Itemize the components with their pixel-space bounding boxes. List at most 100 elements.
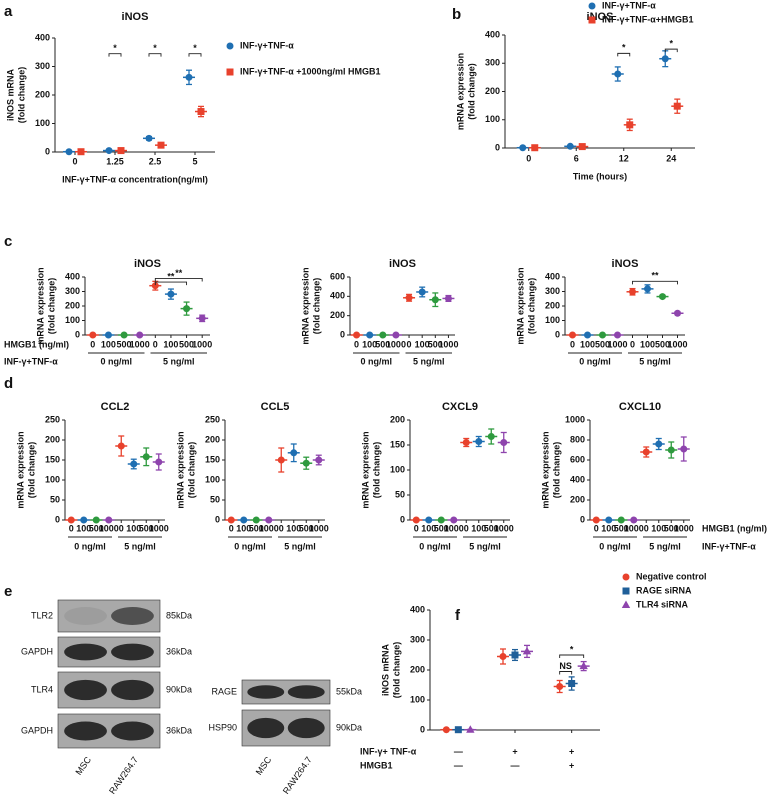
x-tick-label: 0 <box>229 523 234 533</box>
data-point <box>151 282 159 290</box>
y-axis-label: (fold change) <box>311 278 321 335</box>
x-tick-label: 100 <box>651 523 666 533</box>
y-tick-label: 200 <box>485 86 500 96</box>
y-tick-label: 200 <box>45 434 60 444</box>
group-label: 0 ng/ml <box>74 541 106 551</box>
data-point <box>556 683 564 690</box>
data-point <box>277 456 285 464</box>
blot-band <box>64 721 107 741</box>
blot-band <box>111 721 154 741</box>
data-point <box>315 456 323 464</box>
data-point <box>642 448 650 456</box>
y-axis-label: (fold change) <box>371 442 381 499</box>
data-point <box>80 516 88 524</box>
chart-title: CCL5 <box>261 401 290 413</box>
x-tick-label: 500 <box>484 523 499 533</box>
data-point <box>197 108 205 116</box>
y-tick-label: 150 <box>205 454 220 464</box>
data-point <box>77 148 85 156</box>
x-tick-label: 500 <box>434 523 449 533</box>
x-tick-label: 0 <box>69 523 74 533</box>
panel-letter: c <box>4 233 12 250</box>
x-tick-label: 1000 <box>99 523 119 533</box>
significance-label: * <box>570 644 574 654</box>
y-tick-label: 150 <box>390 439 405 449</box>
data-point <box>379 331 387 339</box>
y-axis-label: (fold change) <box>26 442 36 499</box>
significance-bracket <box>148 53 162 57</box>
y-tick-label: 200 <box>390 414 405 424</box>
x-tick-label: 1000 <box>607 339 627 349</box>
x-axis-label: INF-γ+TNF-α concentration(ng/ml) <box>62 174 208 184</box>
data-point <box>444 294 452 302</box>
data-point <box>437 516 445 524</box>
data-point <box>500 439 508 446</box>
data-point <box>661 55 669 63</box>
y-tick-label: 0 <box>580 514 585 524</box>
x-tick-label: 500 <box>249 523 264 533</box>
y-axis-label: mRNA expression <box>15 431 25 508</box>
y-tick-label: 100 <box>485 114 500 124</box>
y-tick-label: 250 <box>205 414 220 424</box>
data-point <box>155 458 163 466</box>
blot-label: GAPDH <box>21 646 53 656</box>
lane-label: MSC <box>254 754 274 777</box>
group-label: 5 ng/ml <box>163 356 195 366</box>
x-tick-label: 500 <box>89 523 104 533</box>
legend-marker <box>588 16 596 24</box>
y-tick-label: 300 <box>410 634 425 644</box>
significance-bracket <box>617 52 631 57</box>
data-point <box>566 142 574 150</box>
data-point <box>183 305 191 313</box>
blot-label: GAPDH <box>21 725 53 735</box>
x-tick-label: 6 <box>574 153 579 163</box>
blot-size: 36kDa <box>166 646 192 656</box>
lane-label: RAW264.7 <box>107 755 140 796</box>
y-tick-label: 400 <box>65 271 80 281</box>
y-tick-label: 400 <box>485 29 500 39</box>
group-label: 0 ng/ml <box>360 356 392 366</box>
y-axis-label: iNOS mRNA <box>5 69 15 122</box>
panel-letter: b <box>452 6 461 23</box>
y-tick-label: 0 <box>555 329 560 339</box>
group-label: 0 ng/ml <box>579 356 611 366</box>
data-point <box>599 331 606 339</box>
data-point <box>626 121 634 129</box>
chart-title: iNOS <box>134 258 161 270</box>
data-point <box>655 440 663 448</box>
x-tick-label: 500 <box>139 523 154 533</box>
data-point <box>92 516 100 524</box>
y-tick-label: 200 <box>330 310 345 320</box>
y-tick-label: 0 <box>340 329 345 339</box>
data-point <box>630 516 638 524</box>
data-point <box>105 147 113 155</box>
y-axis-label: (fold change) <box>46 278 56 335</box>
blot-label: RAGE <box>211 686 237 696</box>
x-tick-label: 0 <box>464 523 469 533</box>
data-point <box>157 141 165 149</box>
significance-label: NS <box>559 661 572 671</box>
data-point <box>454 726 462 734</box>
blot-band <box>111 679 154 701</box>
row-label: HMGB1 (ng/ml) <box>702 523 767 533</box>
x-tick-label: + <box>512 746 517 756</box>
y-tick-label: 300 <box>35 61 50 71</box>
chart-title: iNOS <box>612 258 639 270</box>
blot-size: 90kDa <box>166 684 192 694</box>
x-tick-label: 0 <box>414 523 419 533</box>
y-axis-label: mRNA expression <box>35 267 45 344</box>
chart-title: CXCL9 <box>442 401 478 413</box>
data-point <box>130 460 138 468</box>
data-point <box>475 438 483 445</box>
y-tick-label: 600 <box>330 271 345 281</box>
x-tick-label: 500 <box>179 339 194 349</box>
group-label: 0 ng/ml <box>234 541 266 551</box>
x-tick-label: 1000 <box>192 339 212 349</box>
lane-label: MSC <box>73 754 93 777</box>
legend-marker <box>621 600 631 608</box>
data-point <box>67 516 75 524</box>
blot-size: 90kDa <box>336 722 362 732</box>
data-point <box>142 453 150 461</box>
y-axis-label: (fold change) <box>16 67 26 124</box>
data-point <box>252 516 260 524</box>
